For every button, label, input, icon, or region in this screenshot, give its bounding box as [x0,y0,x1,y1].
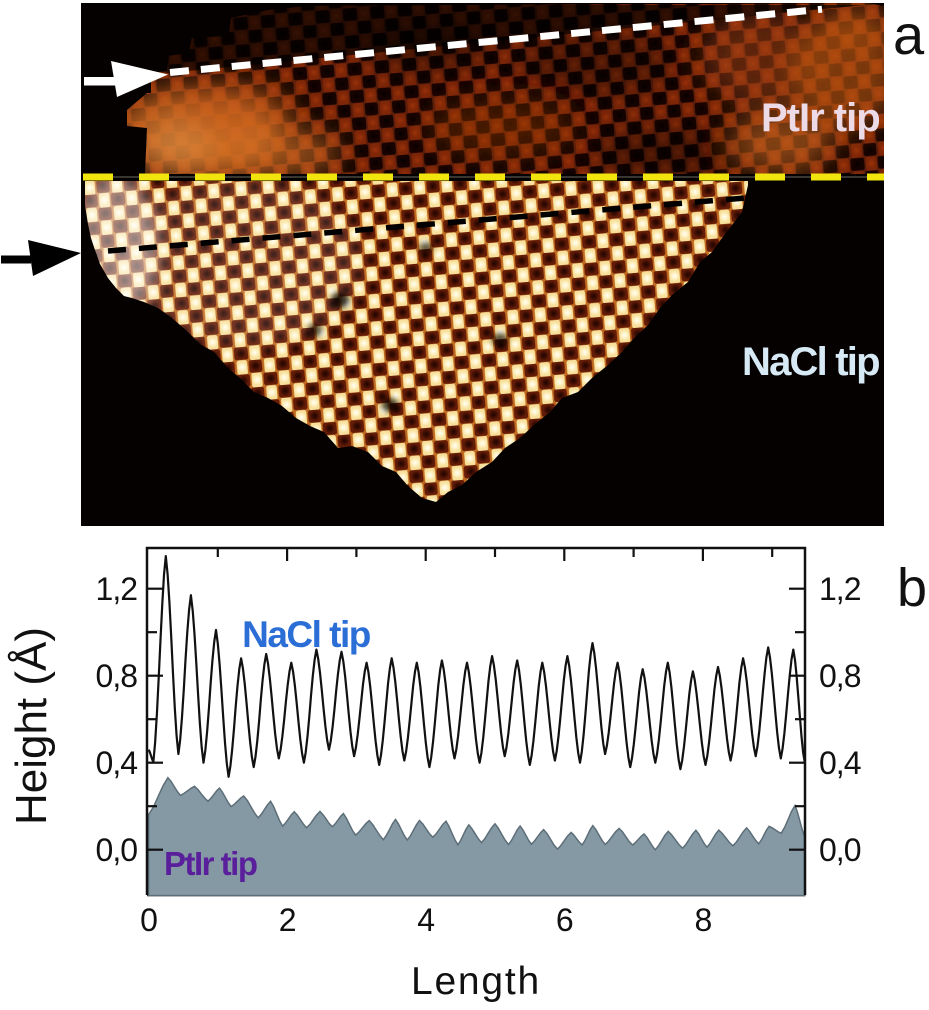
svg-text:PtIr tip: PtIr tip [761,96,880,140]
svg-text:8: 8 [695,902,712,938]
svg-text:0,0: 0,0 [819,832,861,868]
svg-text:0: 0 [140,902,157,938]
svg-text:4: 4 [417,902,434,938]
svg-text:Length: Length [411,960,541,1003]
svg-text:0,4: 0,4 [96,745,138,781]
svg-text:0,8: 0,8 [96,658,138,694]
svg-text:2: 2 [279,902,296,938]
svg-text:1,2: 1,2 [819,571,861,607]
svg-text:0,4: 0,4 [819,745,861,781]
svg-text:0,0: 0,0 [96,832,138,868]
svg-text:0,8: 0,8 [819,658,861,694]
svg-text:PtIr tip: PtIr tip [164,845,257,882]
svg-text:NaCl tip: NaCl tip [242,614,371,655]
svg-text:Height (Å): Height (Å) [7,627,56,825]
svg-text:1,2: 1,2 [96,571,138,607]
svg-text:NaCl tip: NaCl tip [742,340,879,384]
svg-text:6: 6 [556,902,573,938]
